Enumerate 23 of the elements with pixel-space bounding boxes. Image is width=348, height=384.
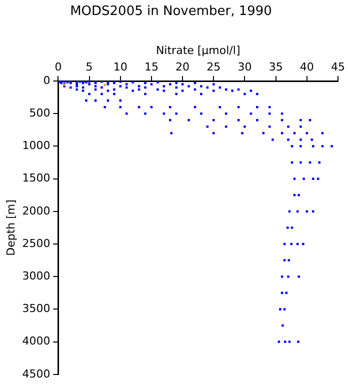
y-tick-label: 2000 (22, 204, 50, 218)
x-tick-label: 45 (331, 60, 345, 74)
y-tick-label: 3500 (22, 302, 50, 316)
y-tick-label: 500 (29, 106, 50, 120)
x-tick-label: 30 (238, 60, 252, 74)
y-tick-label: 1500 (22, 172, 50, 185)
y-tick-label: 0 (43, 74, 50, 87)
y-tick-label: 2500 (22, 236, 50, 250)
x-tick-label: 5 (86, 60, 93, 74)
x-tick-label: 15 (144, 60, 158, 74)
y-tick-label: 4000 (22, 334, 50, 348)
y-tick-label: 4500 (22, 367, 50, 380)
chart-title: MODS2005 in November, 1990 (70, 4, 272, 20)
y-axis-title: Depth [m] (4, 200, 18, 256)
x-tick-label: 0 (54, 60, 62, 74)
x-tick-label: 20 (176, 60, 190, 74)
x-tick-label: 10 (113, 60, 128, 74)
x-tick-label: 40 (300, 60, 314, 74)
y-tick-label: 3000 (22, 269, 50, 282)
y-tick-label: 1000 (22, 139, 50, 152)
x-tick-label: 35 (268, 60, 283, 74)
x-tick-label: 25 (206, 60, 221, 74)
x-axis-title: Nitrate [μmol/l] (156, 44, 240, 58)
